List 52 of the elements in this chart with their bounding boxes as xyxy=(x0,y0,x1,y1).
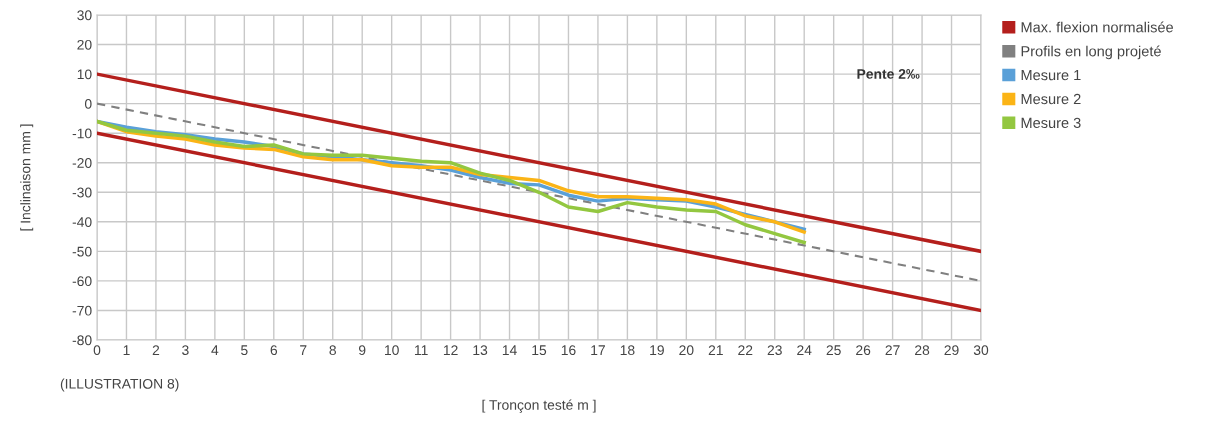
y-tick-label: -50 xyxy=(72,246,92,257)
x-tick-label: 23 xyxy=(767,345,782,356)
x-tick-label: 9 xyxy=(358,345,366,356)
y-tick-label: -40 xyxy=(72,217,92,227)
x-tick-label: 16 xyxy=(561,345,576,356)
y-tick-label: 10 xyxy=(77,69,92,80)
legend-label: Mesure 3 xyxy=(1021,117,1081,129)
x-tick-label: 20 xyxy=(679,345,694,356)
x-tick-label: 8 xyxy=(329,345,336,356)
y-tick-label: -80 xyxy=(72,335,92,346)
x-tick-label: 21 xyxy=(708,345,723,355)
x-tick-label: 1 xyxy=(123,345,130,355)
x-tick-label: 13 xyxy=(473,345,488,356)
y-tick-label: -10 xyxy=(72,128,92,139)
x-tick-label: 29 xyxy=(944,345,959,356)
legend-label: Profils en long projeté xyxy=(1021,45,1161,60)
x-tick-label: 5 xyxy=(241,345,248,356)
y-tick-label: 20 xyxy=(77,39,92,50)
y-tick-label: -60 xyxy=(72,276,92,287)
x-tick-label: 2 xyxy=(152,345,160,355)
y-tick-label: -30 xyxy=(72,187,92,198)
x-tick-label: 15 xyxy=(532,345,547,356)
x-tick-label: 11 xyxy=(414,345,428,355)
y-axis-title: [ Inclinaison mm ] xyxy=(20,124,34,231)
x-tick-label: 6 xyxy=(270,345,278,356)
x-tick-label: 30 xyxy=(973,345,989,356)
x-tick-label: 12 xyxy=(443,345,458,355)
x-tick-label: 19 xyxy=(650,345,664,356)
x-tick-label: 25 xyxy=(826,345,841,356)
x-tick-label: 0 xyxy=(93,345,101,356)
y-tick-label: -70 xyxy=(72,305,92,316)
annotation: Pente 2‰ xyxy=(857,69,920,79)
legend-label: Max. flexion normalisée xyxy=(1021,21,1174,33)
text: (ILLUSTRATION 8) xyxy=(60,378,179,392)
x-tick-label: 27 xyxy=(885,345,900,355)
x-tick-label: 17 xyxy=(591,345,605,355)
x-tick-label: 22 xyxy=(738,345,753,355)
y-tick-label: 0 xyxy=(84,98,92,109)
x-tick-label: 18 xyxy=(620,345,635,356)
x-tick-label: 28 xyxy=(915,345,930,356)
x-tick-label: 14 xyxy=(502,345,517,355)
x-axis-title: [ Tronçon testé m ] xyxy=(482,399,596,413)
x-tick-label: 10 xyxy=(385,345,399,356)
x-tick-label: 7 xyxy=(300,345,307,355)
x-tick-label: 3 xyxy=(182,345,189,356)
legend-label: Mesure 2 xyxy=(1021,93,1081,105)
legend-label: Mesure 1 xyxy=(1021,70,1081,81)
x-tick-label: 26 xyxy=(856,345,871,356)
y-tick-label: -20 xyxy=(72,158,92,168)
y-tick-label: 30 xyxy=(77,10,92,21)
x-tick-label: 24 xyxy=(797,345,812,355)
x-tick-label: 4 xyxy=(211,345,219,355)
